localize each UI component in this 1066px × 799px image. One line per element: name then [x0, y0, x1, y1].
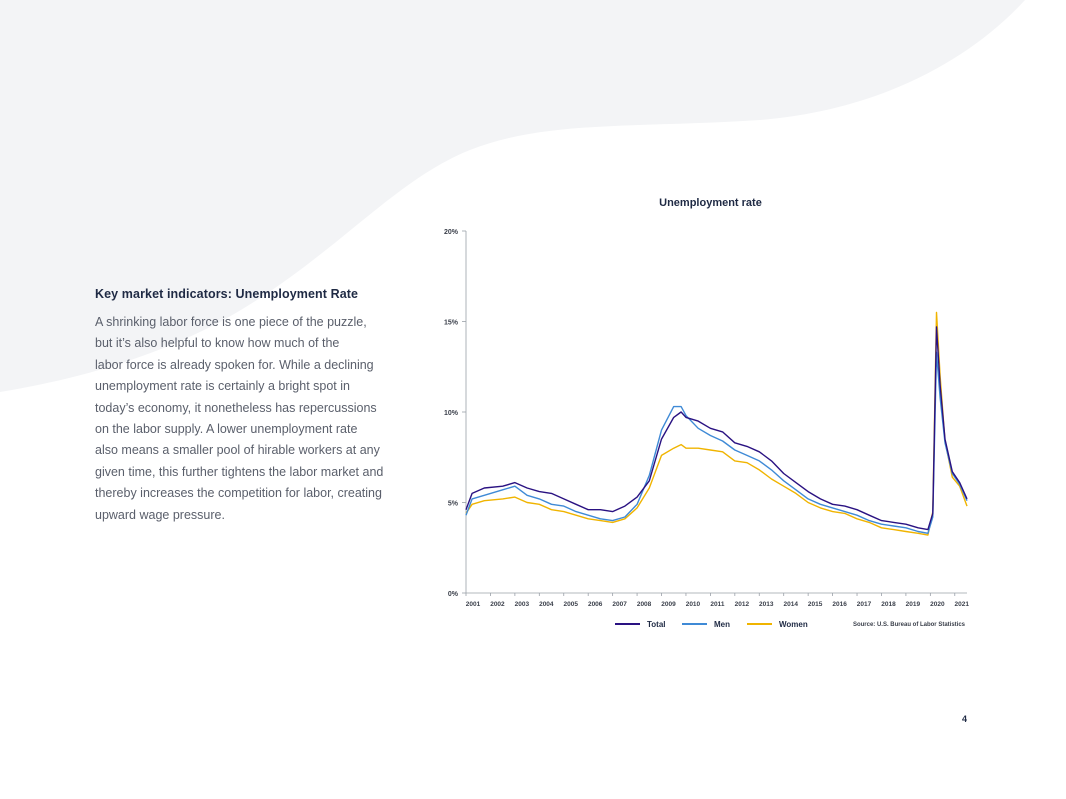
x-tick-label: 2004 [539, 601, 554, 608]
x-tick-label: 2002 [490, 601, 505, 608]
x-tick-label: 2021 [955, 601, 970, 608]
x-tick-label: 2011 [710, 601, 724, 608]
x-tick-label: 2013 [759, 601, 774, 608]
legend-label-women: Women [779, 620, 808, 629]
body-line: on the labor supply. A lower unemploymen… [95, 422, 358, 437]
x-tick-label: 2014 [783, 601, 798, 608]
body-line: labor force is already spoken for. While… [95, 357, 374, 372]
background-wave-shape [0, 0, 1025, 392]
y-tick-label: 5% [448, 501, 459, 508]
chart-source: Source: U.S. Bureau of Labor Statistics [853, 622, 966, 628]
body-line: given time, this further tightens the la… [95, 464, 384, 479]
series-line-total [465, 326, 968, 531]
legend-label-men: Men [714, 620, 730, 629]
body-line: but it’s also helpful to know how much o… [95, 336, 340, 351]
page-number: 4 [962, 714, 968, 724]
chart-title: Unemployment rate [659, 197, 762, 209]
series-line-women [465, 311, 968, 536]
x-tick-label: 2015 [808, 601, 823, 608]
body-line: unemployment rate is certainly a bright … [95, 379, 350, 394]
body-line: also means a smaller pool of hirable wor… [95, 443, 380, 458]
x-tick-label: 2019 [906, 601, 921, 608]
x-tick-label: 2016 [832, 601, 847, 608]
legend-label-total: Total [647, 620, 666, 629]
body-line: thereby increases the competition for la… [95, 486, 382, 501]
x-tick-label: 2001 [466, 601, 481, 608]
x-tick-label: 2008 [637, 601, 652, 608]
x-tick-label: 2003 [515, 601, 530, 608]
body-line: A shrinking labor force is one piece of … [95, 315, 367, 329]
x-tick-label: 2017 [857, 601, 872, 608]
x-tick-label: 2010 [686, 601, 701, 608]
x-tick-label: 2005 [564, 601, 579, 608]
x-tick-label: 2009 [661, 601, 676, 608]
section-title: Key market indicators: Unemployment Rate [95, 287, 359, 301]
body-line: upward wage pressure. [95, 507, 225, 522]
series-line-men [465, 351, 968, 534]
y-tick-label: 20% [444, 229, 459, 236]
y-tick-label: 0% [448, 591, 459, 598]
section-body: A shrinking labor force is one piece of … [95, 312, 405, 526]
y-tick-label: 15% [444, 320, 459, 327]
x-tick-label: 2018 [881, 601, 896, 608]
x-tick-label: 2006 [588, 601, 603, 608]
x-tick-label: 2012 [735, 601, 750, 608]
x-tick-label: 2007 [612, 601, 627, 608]
x-tick-label: 2020 [930, 601, 945, 608]
body-line: today’s economy, it nonetheless has repe… [95, 400, 377, 415]
y-tick-label: 10% [444, 410, 459, 417]
